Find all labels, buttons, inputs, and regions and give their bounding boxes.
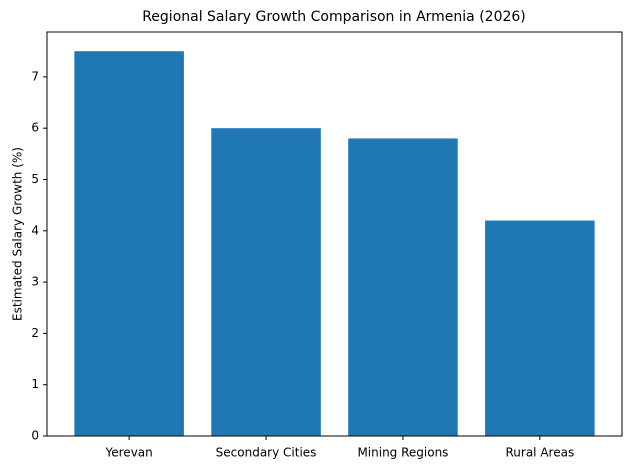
plot-frame bbox=[46, 31, 623, 437]
y-tick-label: 0 bbox=[31, 429, 39, 443]
y-axis-label: Estimated Salary Growth (%) bbox=[11, 147, 25, 321]
x-tick-label: Yerevan bbox=[105, 446, 153, 460]
bar bbox=[348, 138, 458, 436]
bar bbox=[211, 128, 321, 436]
y-tick-label: 3 bbox=[31, 275, 39, 289]
y-tick-label: 2 bbox=[31, 326, 39, 340]
y-tick-label: 7 bbox=[31, 69, 39, 83]
y-tick-label: 5 bbox=[31, 172, 39, 186]
bar bbox=[74, 51, 184, 436]
y-tick-label: 6 bbox=[31, 121, 39, 135]
x-tick-label: Secondary Cities bbox=[216, 446, 317, 460]
x-tick-label: Mining Regions bbox=[357, 446, 448, 460]
x-tick-label: Rural Areas bbox=[505, 446, 574, 460]
bar bbox=[485, 220, 595, 436]
y-tick-label: 4 bbox=[31, 223, 39, 237]
chart-title: Regional Salary Growth Comparison in Arm… bbox=[142, 9, 526, 25]
y-tick-label: 1 bbox=[31, 377, 39, 391]
